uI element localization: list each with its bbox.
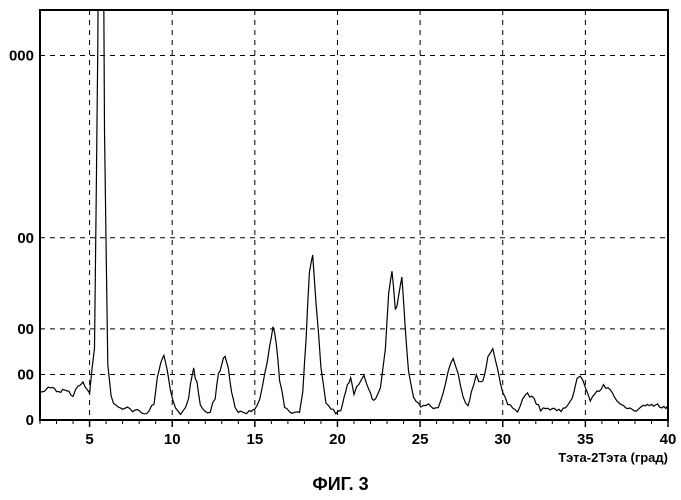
x-tick-label: 20 xyxy=(329,431,346,448)
x-tick-label: 25 xyxy=(412,431,429,448)
y-tick-label: 0 xyxy=(26,412,34,429)
xrd-chart: 5101520253035400000000000Тэта-2Тэта (гра… xyxy=(0,0,681,500)
y-tick-label: 00 xyxy=(17,321,34,338)
y-tick-label: 00 xyxy=(17,230,34,247)
x-tick-label: 30 xyxy=(494,431,511,448)
x-tick-label: 15 xyxy=(246,431,263,448)
x-tick-label: 40 xyxy=(660,431,677,448)
x-tick-label: 5 xyxy=(85,431,93,448)
y-tick-label: 000 xyxy=(9,48,34,65)
x-axis-label: Тэта-2Тэта (град) xyxy=(558,450,668,465)
x-tick-label: 35 xyxy=(577,431,594,448)
y-tick-label: 00 xyxy=(17,366,34,383)
figure-caption: ФИГ. 3 xyxy=(312,474,368,494)
x-tick-label: 10 xyxy=(164,431,181,448)
chart-svg: 5101520253035400000000000Тэта-2Тэта (гра… xyxy=(0,0,681,500)
